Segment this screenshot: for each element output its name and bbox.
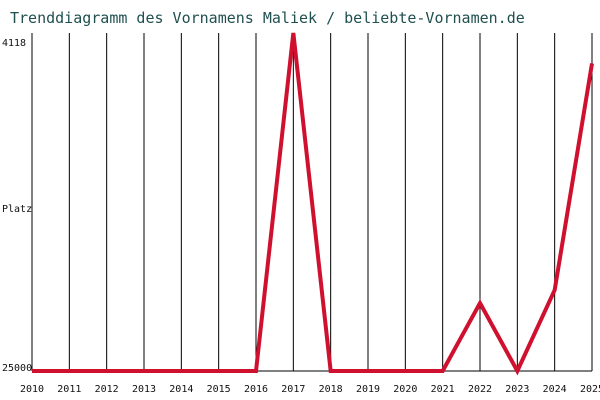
x-tick-label: 2012 [95,384,119,395]
x-tick-label: 2013 [132,384,156,395]
x-tick-label: 2018 [319,384,343,395]
x-tick-label: 2010 [20,384,44,395]
chart-title: Trenddiagramm des Vornamens Maliek / bel… [10,9,525,27]
x-tick-label: 2025 [580,384,600,395]
x-tick-label: 2017 [281,384,305,395]
x-tick-label: 2011 [57,384,81,395]
x-tick-labels: 2010 2011 2012 2013 2014 2015 2016 2017 2018 2019… [20,384,600,395]
x-tick-label: 2020 [393,384,417,395]
series-line [32,32,594,376]
x-tick-label: 2014 [169,384,193,395]
x-tick-label: 2015 [207,384,231,395]
x-tick-label: 2021 [431,384,455,395]
x-tick-label: 2022 [468,384,492,395]
x-tick-label: 2024 [543,384,567,395]
grid-lines [31,33,593,371]
y-tick-labels: 4118 25000 [2,38,32,374]
y-tick-label: 4118 [2,38,26,49]
x-tick-label: 2016 [244,384,268,395]
x-tick-label: 2019 [356,384,380,395]
x-tick-label: 2023 [505,384,529,395]
y-tick-label: 25000 [2,363,32,374]
y-axis-label: Platz [2,204,32,215]
